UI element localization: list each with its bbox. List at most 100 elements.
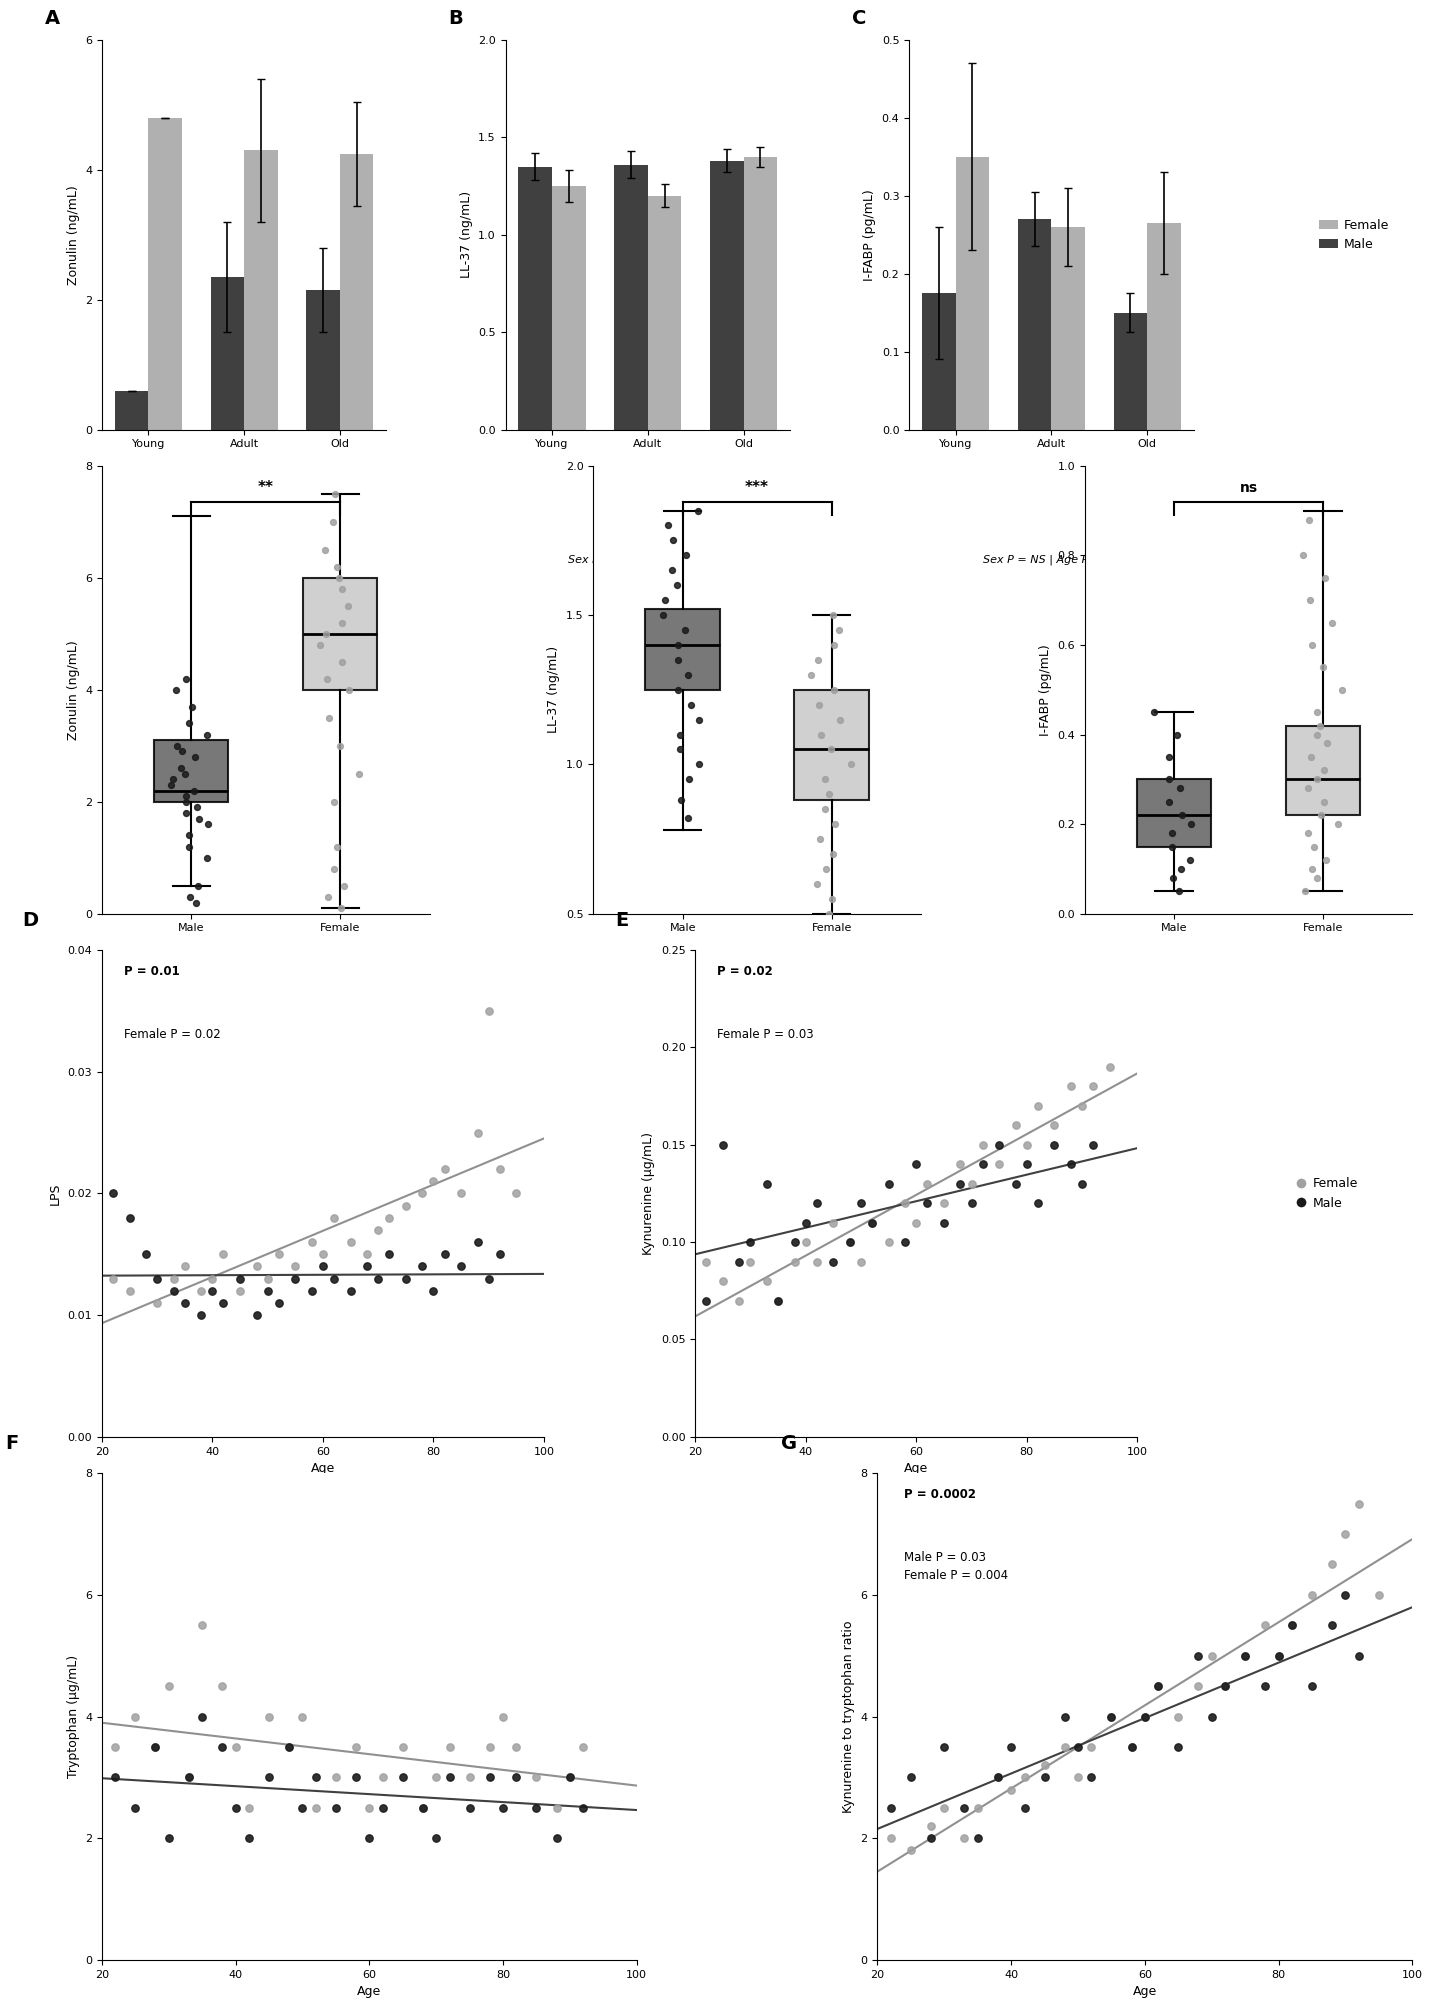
Text: Sex P = NS | Age P = NS: Sex P = NS | Age P = NS	[983, 554, 1120, 564]
Point	[667, 644, 690, 676]
Point	[422, 1274, 446, 1306]
Point	[711, 1266, 734, 1298]
Point	[1291, 540, 1315, 572]
Point	[1015, 1128, 1038, 1160]
Point	[229, 1262, 252, 1294]
Point	[162, 1274, 185, 1306]
Point	[1080, 1730, 1104, 1762]
Point	[932, 1188, 955, 1220]
Point	[466, 1226, 489, 1258]
Point	[411, 1792, 434, 1824]
Point	[144, 1730, 167, 1762]
Text: ns: ns	[1239, 480, 1258, 494]
Point	[173, 662, 197, 694]
Point	[278, 1730, 301, 1762]
Point	[395, 1262, 418, 1294]
Point	[1300, 852, 1324, 884]
Point	[339, 1226, 363, 1258]
Point	[1200, 1640, 1223, 1672]
Point	[678, 764, 702, 796]
Point	[325, 1762, 348, 1794]
Point	[189, 1300, 213, 1332]
Point	[1233, 1640, 1257, 1672]
Point	[1297, 504, 1321, 536]
Point	[124, 1700, 147, 1732]
Point	[170, 736, 194, 768]
Point	[756, 1266, 779, 1298]
Point	[572, 1792, 596, 1824]
Point	[358, 1822, 381, 1854]
Point	[805, 868, 828, 900]
Point	[1305, 718, 1328, 750]
Point	[146, 1262, 169, 1294]
Point	[322, 1202, 345, 1234]
Point	[1331, 674, 1354, 706]
Point	[432, 1154, 456, 1186]
Point	[1300, 628, 1324, 660]
Text: P = 0.01: P = 0.01	[124, 964, 179, 978]
Point	[1042, 1128, 1066, 1160]
Point	[821, 600, 844, 632]
Point	[118, 1202, 141, 1234]
Point	[160, 768, 183, 800]
Point	[1305, 696, 1328, 728]
Text: **: **	[258, 480, 274, 494]
Point	[849, 1246, 872, 1278]
Point	[952, 1792, 976, 1824]
Point	[1032, 1762, 1056, 1794]
Point	[185, 886, 208, 918]
Point	[661, 554, 684, 586]
Point	[821, 1246, 844, 1278]
Point	[794, 1226, 817, 1258]
Point	[411, 1250, 434, 1282]
Point	[879, 1822, 903, 1854]
Point	[304, 1792, 328, 1824]
Bar	[339, 154, 374, 430]
Point	[339, 1274, 363, 1306]
Point	[211, 1670, 234, 1702]
Point	[358, 1792, 381, 1824]
Bar	[518, 166, 552, 430]
Point	[1005, 1110, 1028, 1142]
Point	[256, 1274, 280, 1306]
Point	[818, 898, 842, 930]
Point	[900, 1762, 923, 1794]
Text: Male P = 0.03
Female P = 0.004: Male P = 0.03 Female P = 0.004	[904, 1550, 1009, 1582]
Point	[904, 1148, 927, 1180]
Point	[392, 1730, 415, 1762]
Point	[478, 1262, 501, 1294]
Point	[952, 1822, 976, 1854]
Bar	[1114, 312, 1147, 430]
Point	[1133, 1700, 1156, 1732]
Point	[316, 662, 339, 694]
Point	[165, 730, 188, 762]
Point	[1200, 1700, 1223, 1732]
Point	[877, 1168, 900, 1200]
Point	[395, 1190, 418, 1222]
Text: F: F	[6, 1434, 19, 1454]
Bar	[115, 390, 149, 430]
Point	[999, 1774, 1022, 1806]
Bar	[306, 290, 339, 430]
PathPatch shape	[795, 690, 869, 800]
Point	[144, 1730, 167, 1762]
Point	[162, 764, 185, 796]
Point	[799, 658, 823, 690]
Point	[492, 1700, 515, 1732]
Point	[823, 628, 846, 660]
Point	[195, 718, 218, 750]
Point	[237, 1822, 261, 1854]
Point	[1166, 1730, 1190, 1762]
Point	[197, 808, 220, 840]
Bar	[614, 164, 648, 430]
Point	[432, 1238, 456, 1270]
Point	[348, 758, 371, 790]
Point	[178, 830, 201, 862]
Point	[545, 1822, 568, 1854]
Bar	[955, 156, 989, 430]
Point	[331, 646, 354, 678]
Point	[505, 1730, 529, 1762]
Point	[1296, 772, 1319, 804]
Point	[178, 1762, 201, 1794]
Point	[1053, 1730, 1076, 1762]
